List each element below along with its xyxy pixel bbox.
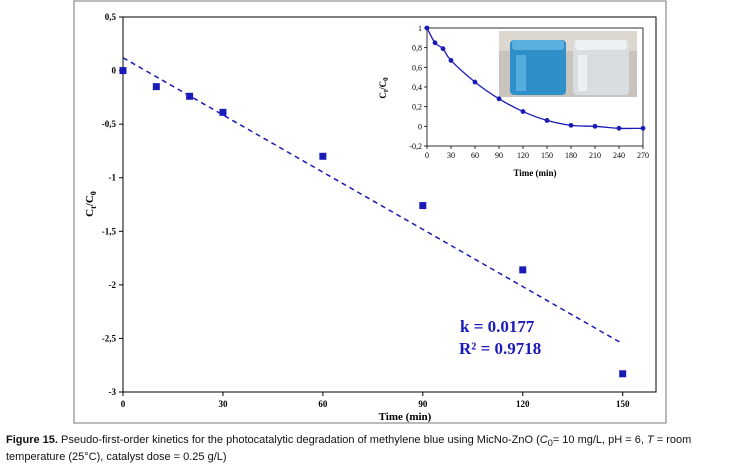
inset-data-point [496, 96, 502, 102]
inset-x-tick-label: 180 [565, 151, 577, 160]
inset-y-tick-label: 0,8 [412, 44, 422, 53]
data-point [186, 92, 194, 100]
y-tick-label: -3 [109, 387, 117, 397]
caption-c0-sub: 0 [547, 438, 553, 449]
inset-x-tick-label: 240 [613, 151, 625, 160]
x-axis-title: Time (min) [379, 411, 432, 423]
inset-x-tick-label: 90 [495, 151, 503, 160]
x-tick-label: 0 [121, 399, 126, 409]
inset-y-axis-title: Ct/C0 [378, 77, 390, 99]
inset-y-tick-label: 0,2 [412, 103, 422, 112]
inset-y-tick-label: 0,6 [412, 63, 422, 72]
y-tick-label: -1 [109, 173, 117, 183]
inset-x-ticks: 0 30 60 90 120 150 180 210 240 270 [425, 146, 649, 160]
caption-c0: C [539, 434, 548, 446]
inset-y-tick-label: 0 [418, 122, 422, 131]
inset-y-tick-label: -0,2 [409, 142, 422, 151]
caption-label: Figure 15. [6, 434, 58, 446]
x-tick-label: 60 [318, 399, 328, 409]
inset-x-tick-label: 120 [517, 151, 529, 160]
inset-data-points [424, 25, 646, 131]
y-tick-label: 0 [112, 66, 117, 76]
data-point [152, 83, 160, 91]
inset-x-tick-label: 270 [637, 151, 649, 160]
data-point [319, 152, 327, 160]
data-point [519, 266, 527, 274]
main-y-ticks: 0,5 0 -0,5 -1 -1,5 -2 -2,5 -3 [102, 12, 123, 397]
main-data-points [119, 67, 627, 378]
caption-text-c: = room temperature (25°C), catalyst dose… [6, 434, 692, 464]
main-x-ticks: 0 30 60 90 120 150 [121, 392, 630, 409]
caption-text-a: Pseudo-first-order kinetics for the phot… [57, 434, 540, 446]
inset-y-tick-label: 1 [418, 24, 422, 33]
inset-data-point [440, 46, 446, 52]
inset-x-tick-label: 60 [471, 151, 479, 160]
caption-text-b: = 10 mg/L, pH = 6, [552, 434, 647, 446]
fit-line [122, 57, 624, 345]
x-tick-label: 150 [616, 399, 630, 409]
y-axis-title: Ct/C0 [84, 191, 98, 217]
y-tick-label: -1,5 [102, 226, 117, 236]
y-tick-label: -0,5 [102, 119, 117, 129]
inset-x-tick-label: 210 [589, 151, 601, 160]
inset-plot: 10,80,60,40,20-0,2 0 30 60 90 120 150 180 210 24… [378, 24, 649, 178]
figure-frame [73, 0, 667, 424]
inset-data-point [568, 122, 574, 128]
main-plot-area [122, 16, 657, 393]
inset-data-point [640, 125, 646, 131]
y-tick-label: -2 [109, 280, 117, 290]
data-point [119, 67, 127, 75]
y-tick-label: -2,5 [102, 333, 117, 343]
y-tick-label: 0,5 [105, 12, 117, 22]
inset-data-point [520, 109, 526, 114]
data-point [419, 202, 427, 210]
inset-data-point [432, 40, 438, 46]
inset-data-point [616, 125, 622, 131]
x-tick-label: 120 [516, 399, 530, 409]
caption-temperature-symbol: T [646, 434, 654, 446]
inset-x-axis-title: Time (min) [513, 168, 556, 178]
r-squared-label: R² = 0.9718 [459, 339, 541, 358]
x-tick-label: 30 [218, 399, 228, 409]
main-plot: 0,5 0 -0,5 -1 -1,5 -2 -2,5 -3 0 30 60 90 120 150 Tim… [84, 12, 657, 423]
inset-data-point [448, 58, 454, 63]
beaker-photo [499, 31, 637, 97]
x-tick-label: 90 [418, 399, 428, 409]
figure: 0,5 0 -0,5 -1 -1,5 -2 -2,5 -3 0 30 60 90 120 150 Tim… [73, 0, 667, 424]
inset-data-point [544, 118, 550, 123]
inset-data-point [592, 123, 598, 129]
data-point [619, 370, 627, 378]
data-point [219, 108, 227, 116]
inset-data-point [472, 79, 478, 85]
inset-x-tick-label: 0 [425, 151, 429, 160]
inset-y-ticks: 1 0,8 0,6 0,4 0,2 0 -0,2 [409, 24, 427, 151]
figure-caption: Figure 15. Pseudo-first-order kinetics f… [6, 433, 741, 464]
inset-x-tick-label: 150 [541, 151, 553, 160]
rate-constant-label: k = 0.0177 [460, 317, 535, 336]
inset-x-tick-label: 30 [447, 151, 455, 160]
inset-data-point [424, 25, 430, 31]
inset-y-tick-label: 0,4 [412, 83, 422, 92]
